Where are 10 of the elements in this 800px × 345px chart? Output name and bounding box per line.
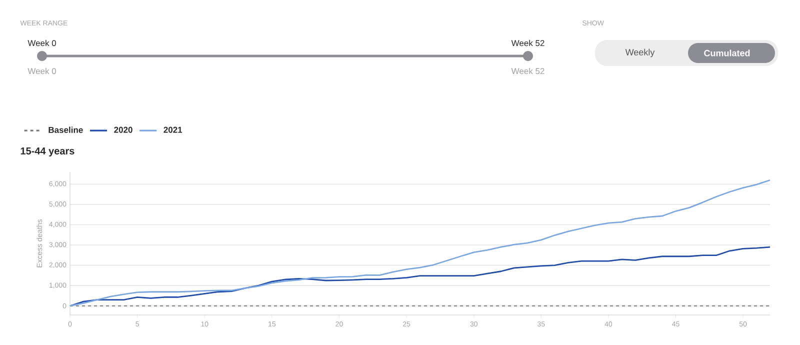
text: Week 0 [28,68,56,74]
text: Weekly [625,48,655,58]
legend-label: 2021 [164,126,182,133]
text: Cumulated [704,50,750,56]
text: Week 0 [28,40,56,46]
legend-label: Baseline [48,126,83,133]
chart-title: 15-44 years [20,148,74,156]
legend-label: 2020 [114,126,132,133]
text: Week 52 [511,68,544,74]
text: Week 52 [511,40,544,46]
